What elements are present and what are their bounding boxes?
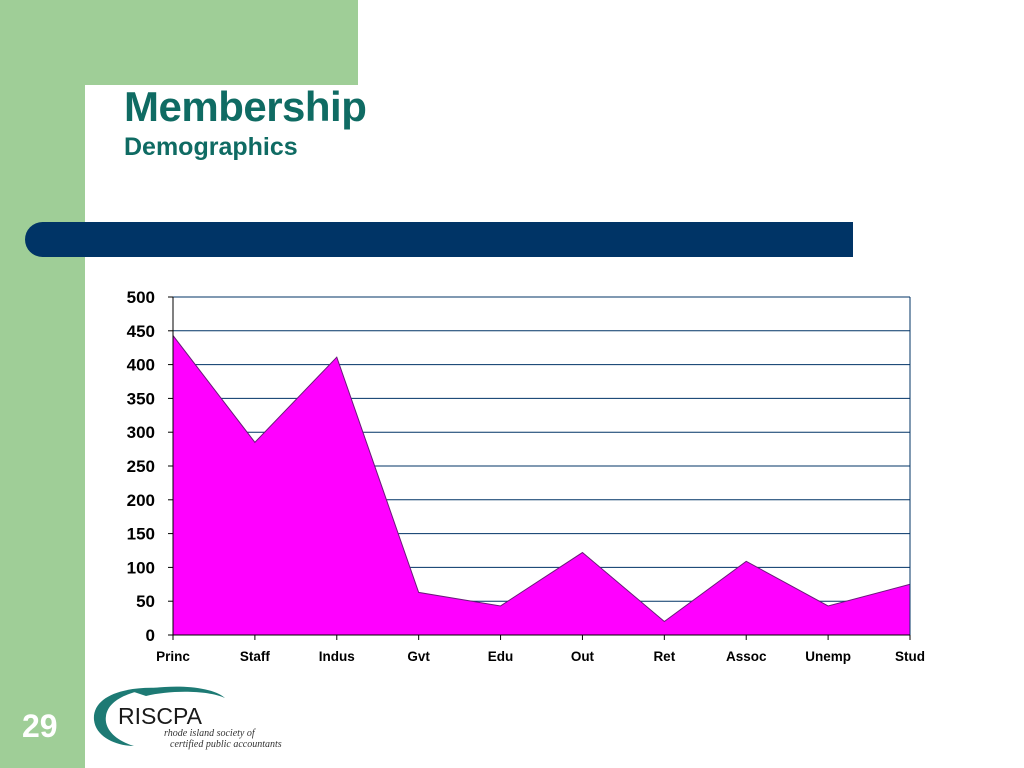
logo-tagline-2: certified public accountants	[170, 739, 282, 750]
y-tick-label: 0	[146, 626, 155, 645]
header-bar	[25, 222, 853, 257]
left-green-band	[0, 0, 85, 768]
area-series	[172, 334, 911, 636]
y-tick-label: 150	[127, 525, 155, 544]
x-tick-label-edu: Edu	[488, 649, 514, 664]
x-tick-label-princ: Princ	[156, 649, 190, 664]
x-tick-label-stud: Stud	[895, 649, 925, 664]
y-tick-label: 500	[127, 288, 155, 307]
chart-area-layer	[172, 334, 911, 636]
x-tick-label-gvt: Gvt	[407, 649, 430, 664]
slide-number: 29	[22, 708, 58, 744]
y-tick-label: 400	[127, 356, 155, 375]
riscpa-logo: RISCPA rhode island society of certified…	[93, 686, 282, 750]
x-tick-label-ret: Ret	[653, 649, 675, 664]
x-tick-labels: Princ Staff Indus Gvt Edu Out Ret Assoc Unemp Stu…	[156, 649, 925, 664]
y-tick-labels: 0 50 100 150 200 250 300 350 400 450 500	[127, 288, 155, 645]
logo-name: RISCPA	[118, 703, 203, 729]
logo-tagline-1: rhode island society of	[164, 728, 256, 739]
y-tick-label: 50	[136, 592, 155, 611]
y-tick-label: 350	[127, 389, 155, 408]
y-tick-label: 100	[127, 558, 155, 577]
y-tick-label: 250	[127, 457, 155, 476]
slide-title: Membership	[124, 83, 367, 130]
x-tick-label-indus: Indus	[319, 649, 355, 664]
y-tick-label: 200	[127, 491, 155, 510]
x-tick-label-assoc: Assoc	[726, 649, 767, 664]
x-tick-label-staff: Staff	[240, 649, 271, 664]
slide-subtitle: Demographics	[124, 133, 298, 161]
chart-axes	[168, 296, 911, 640]
y-tick-label: 450	[127, 322, 155, 341]
x-tick-label-out: Out	[571, 649, 595, 664]
y-tick-label: 300	[127, 423, 155, 442]
x-tick-label-unemp: Unemp	[805, 649, 851, 664]
top-green-band	[0, 0, 358, 85]
